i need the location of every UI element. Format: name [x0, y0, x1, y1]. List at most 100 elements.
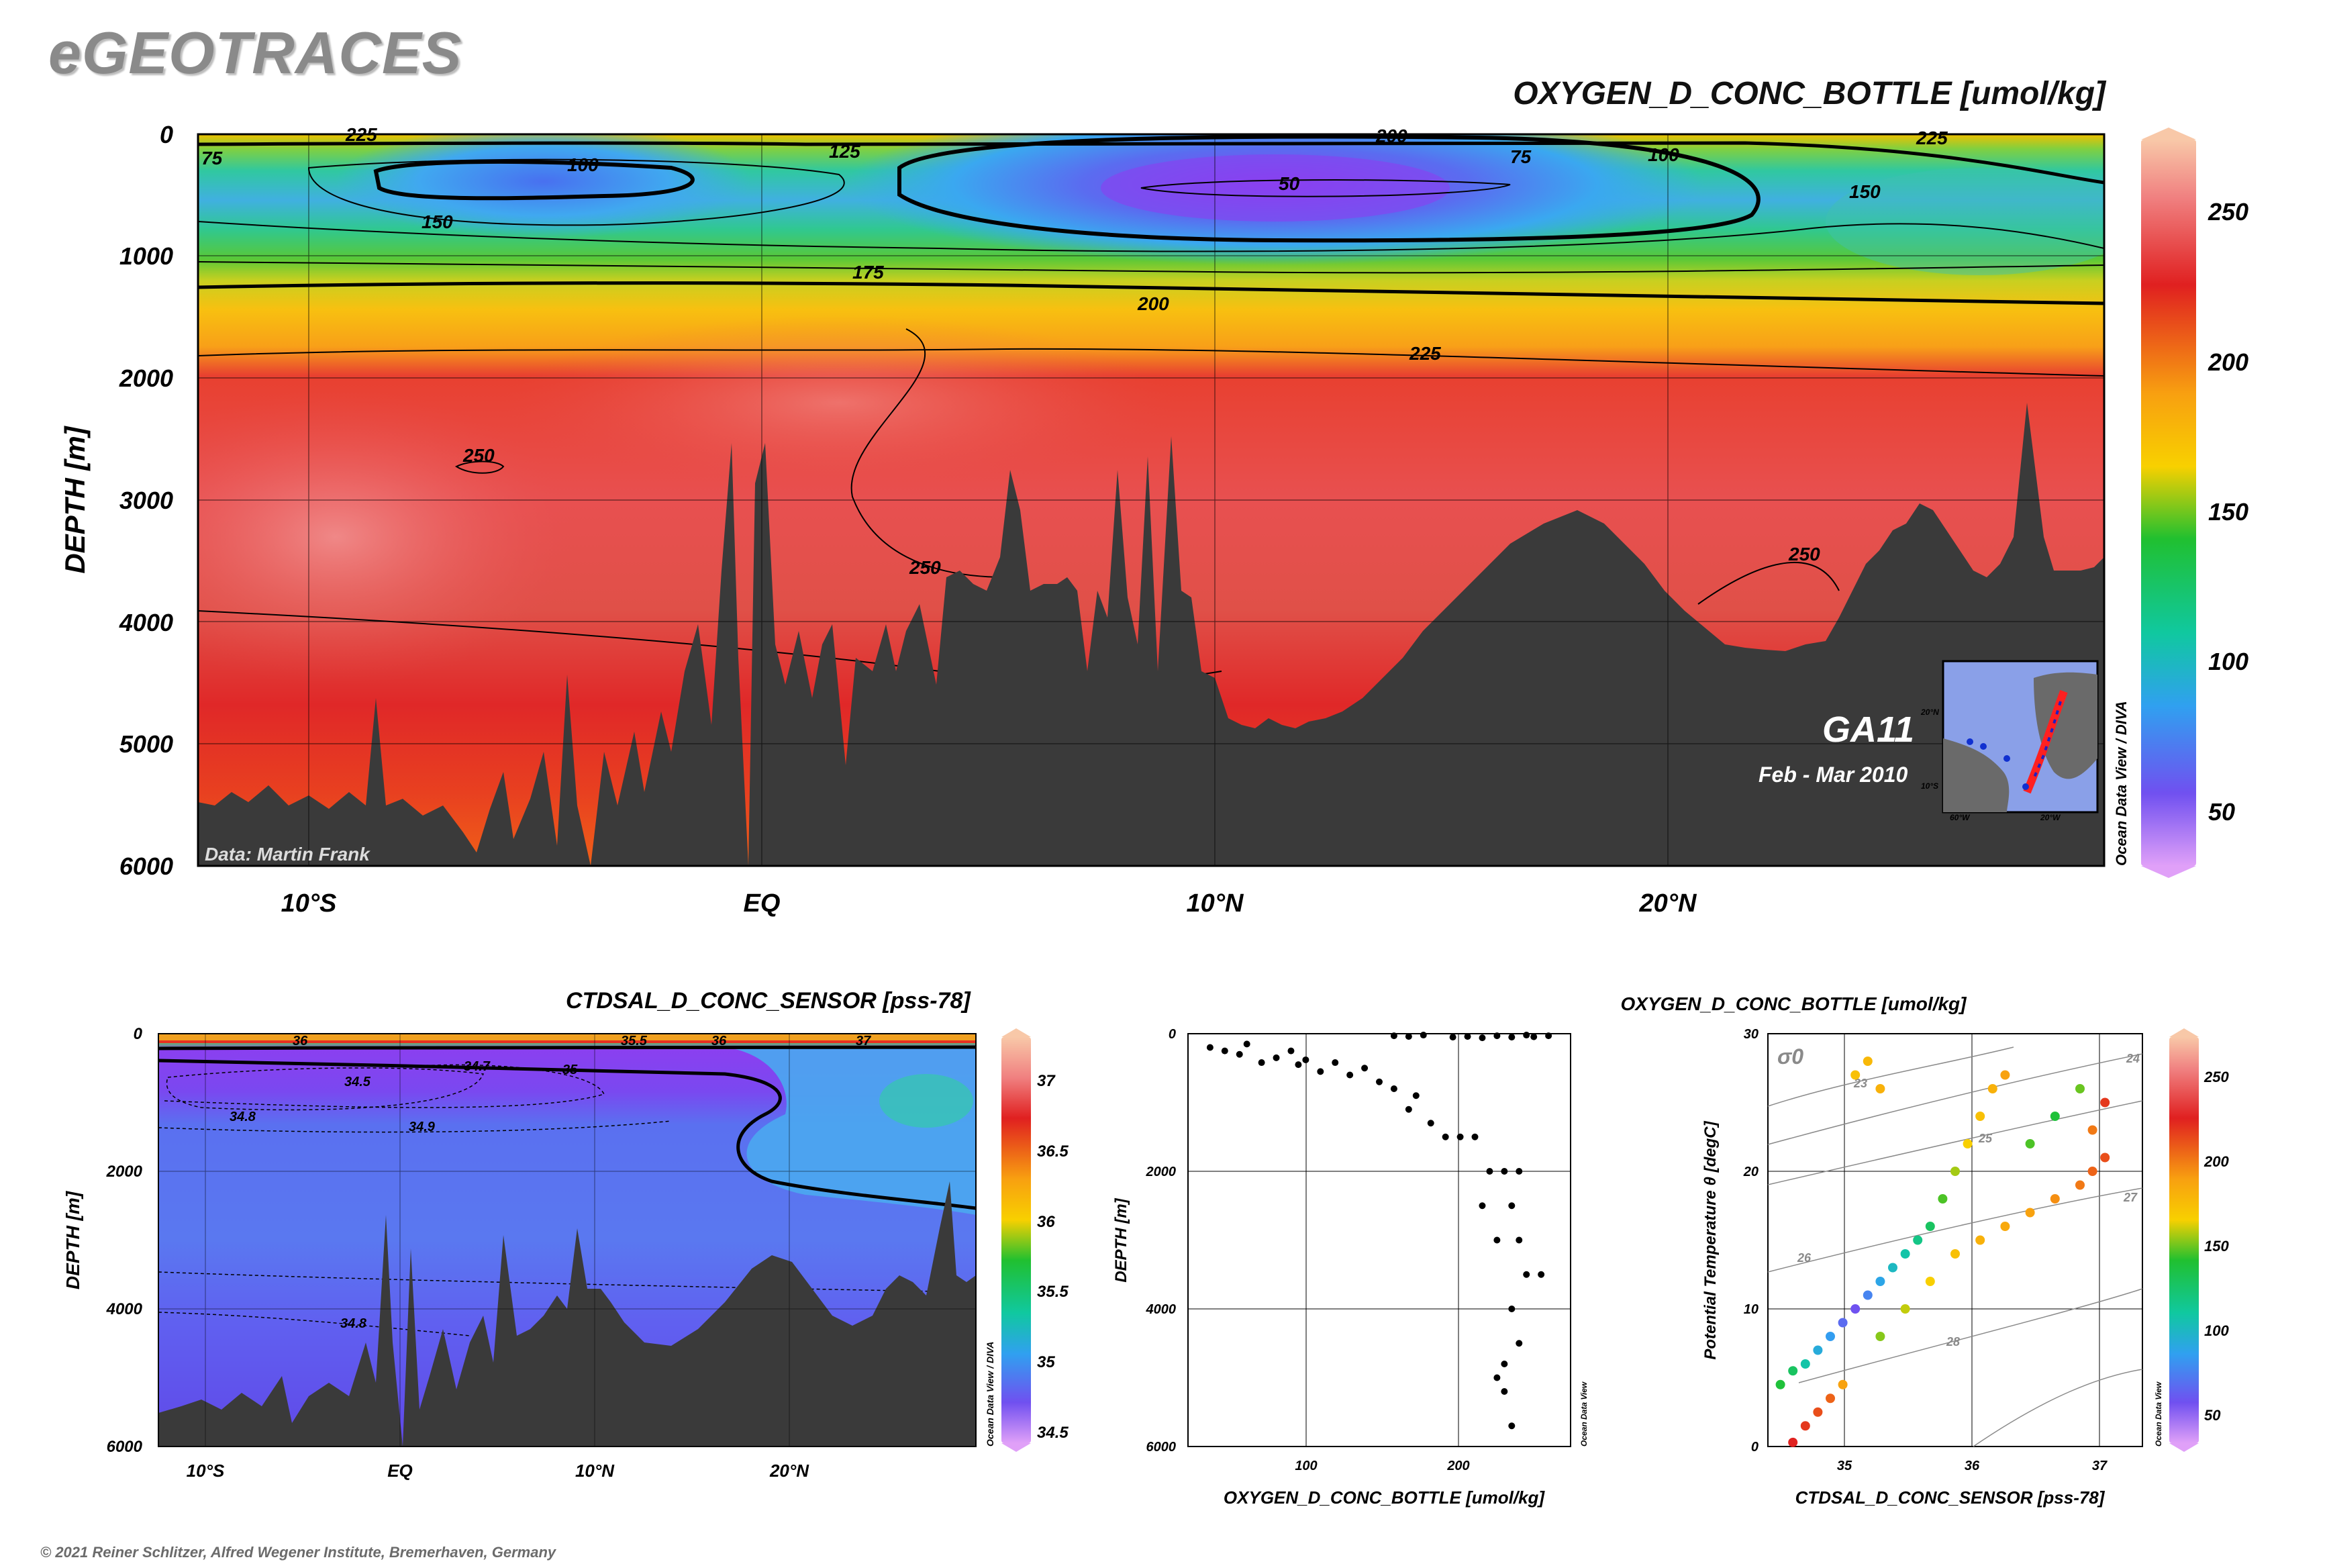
profile-point — [1302, 1056, 1309, 1063]
ts-point — [1938, 1194, 1948, 1204]
profile-point — [1427, 1120, 1434, 1127]
ts-point — [2100, 1153, 2110, 1163]
ts-point — [2087, 1125, 2097, 1135]
svg-text:36: 36 — [711, 1034, 727, 1048]
ts-point — [2025, 1139, 2035, 1148]
inset-map: 20°N 10°S 60°W 20°W — [1920, 660, 2099, 822]
ts-point — [1888, 1263, 1897, 1273]
ts-point — [2050, 1112, 2060, 1121]
profile-point — [1501, 1168, 1508, 1175]
profile-point — [1405, 1106, 1412, 1113]
y-tick-label: 3000 — [119, 487, 173, 514]
svg-text:34.5: 34.5 — [1037, 1424, 1069, 1442]
main-y-axis-title: DEPTH [m] — [59, 425, 91, 573]
data-credit: Data: Martin Frank — [205, 844, 370, 865]
y-tick-label: 6000 — [119, 852, 173, 880]
contour-label: 225 — [345, 124, 377, 145]
profile-point — [1508, 1202, 1516, 1210]
contour-label: 100 — [1648, 144, 1679, 165]
ts-point — [1925, 1222, 1935, 1231]
ts-colorbar-ticks: 250 200 150 100 50 — [2204, 1069, 2229, 1424]
profile-point — [1501, 1361, 1508, 1367]
ts-point — [2075, 1180, 2085, 1190]
profile-point — [1449, 1034, 1456, 1041]
ts-point — [1975, 1235, 1985, 1245]
svg-text:50: 50 — [2208, 798, 2235, 826]
svg-text:100: 100 — [2204, 1322, 2229, 1339]
profile-point — [1442, 1133, 1449, 1140]
profile-point — [1273, 1054, 1280, 1061]
svg-text:28: 28 — [1946, 1335, 1960, 1349]
profile-point — [1295, 1061, 1302, 1069]
svg-text:150: 150 — [2204, 1238, 2229, 1255]
contour-label: 75 — [201, 148, 223, 168]
ts-point — [1963, 1139, 1973, 1148]
x-tick-label: 10°N — [1187, 889, 1244, 918]
ts-point — [1975, 1112, 1985, 1121]
profile-points — [1206, 1032, 1552, 1430]
contour-label: 250 — [909, 557, 941, 578]
ts-point — [1950, 1167, 1960, 1176]
profile-point — [1420, 1032, 1427, 1039]
profile-point — [1516, 1236, 1523, 1244]
svg-text:200: 200 — [1446, 1459, 1469, 1473]
svg-text:Ocean Data View / DIVA: Ocean Data View / DIVA — [985, 1342, 995, 1447]
profile-point — [1376, 1078, 1383, 1085]
contour-label: 150 — [1849, 181, 1881, 202]
y-tick-label: 5000 — [119, 730, 173, 758]
svg-text:20: 20 — [1743, 1165, 1759, 1179]
svg-text:100: 100 — [2208, 648, 2248, 675]
svg-text:37: 37 — [2092, 1459, 2108, 1473]
profile-point — [1221, 1047, 1228, 1055]
ts-point — [2075, 1084, 2085, 1093]
profile-y-title: DEPTH [m] — [1112, 1197, 1130, 1282]
isopycnals — [1767, 1046, 2143, 1447]
ts-point — [1826, 1393, 1835, 1404]
ts-point — [1800, 1421, 1810, 1431]
svg-text:25: 25 — [1978, 1132, 1993, 1145]
ts-title: OXYGEN_D_CONC_BOTTLE [umol/kg] — [1621, 993, 1968, 1014]
ts-point — [1838, 1318, 1848, 1328]
svg-text:4000: 4000 — [1146, 1302, 1177, 1317]
profile-point — [1545, 1032, 1552, 1040]
ts-point — [1875, 1332, 1885, 1341]
profile-plot-area — [1187, 1033, 1571, 1447]
y-tick-label: 4000 — [119, 609, 173, 636]
svg-text:36: 36 — [1037, 1213, 1055, 1231]
svg-text:36: 36 — [1965, 1459, 1980, 1473]
profile-point — [1412, 1092, 1420, 1099]
x-tick-label: EQ — [744, 889, 781, 918]
svg-text:10°S: 10°S — [187, 1461, 225, 1481]
contour-label: 50 — [1279, 173, 1300, 194]
svg-text:20°N: 20°N — [1920, 707, 1939, 717]
contour-label: 125 — [829, 141, 860, 162]
svg-text:36: 36 — [293, 1034, 308, 1048]
salinity-y-axis: 0 2000 4000 6000 — [106, 1025, 143, 1456]
profile-x-axis: 100 200 — [1295, 1459, 1469, 1473]
main-x-axis: 10°S EQ 10°N 20°N — [281, 889, 1697, 918]
ts-point — [1800, 1359, 1810, 1369]
salinity-title: CTDSAL_D_CONC_SENSOR [pss-78] — [566, 988, 971, 1014]
svg-text:35.5: 35.5 — [1037, 1283, 1069, 1301]
svg-text:250: 250 — [2208, 198, 2248, 226]
svg-text:35.5: 35.5 — [621, 1034, 648, 1048]
svg-text:27: 27 — [2123, 1191, 2138, 1204]
ts-colorbar — [2169, 1037, 2199, 1443]
isopycnal-labels: 23 24 25 26 27 28 — [1797, 1052, 2140, 1349]
ts-point — [1913, 1235, 1923, 1245]
svg-text:50: 50 — [2204, 1407, 2221, 1424]
contour-label: 175 — [852, 262, 884, 283]
profile-point — [1493, 1236, 1501, 1244]
ts-x-axis: 35 36 37 — [1837, 1459, 2108, 1473]
copyright-footer: © 2021 Reiner Schlitzer, Alfred Wegener … — [40, 1544, 556, 1561]
svg-text:34.9: 34.9 — [409, 1120, 436, 1134]
salinity-colorbar-ticks: 37 36.5 36 35.5 35 34.5 — [1037, 1072, 1069, 1442]
profile-point — [1523, 1271, 1530, 1278]
section-label: GA11 — [1822, 709, 1914, 750]
profile-point — [1538, 1271, 1545, 1278]
svg-text:35: 35 — [1037, 1353, 1055, 1371]
contour-label: 150 — [422, 211, 453, 232]
ts-point — [1850, 1304, 1861, 1314]
svg-text:24: 24 — [2126, 1052, 2140, 1065]
